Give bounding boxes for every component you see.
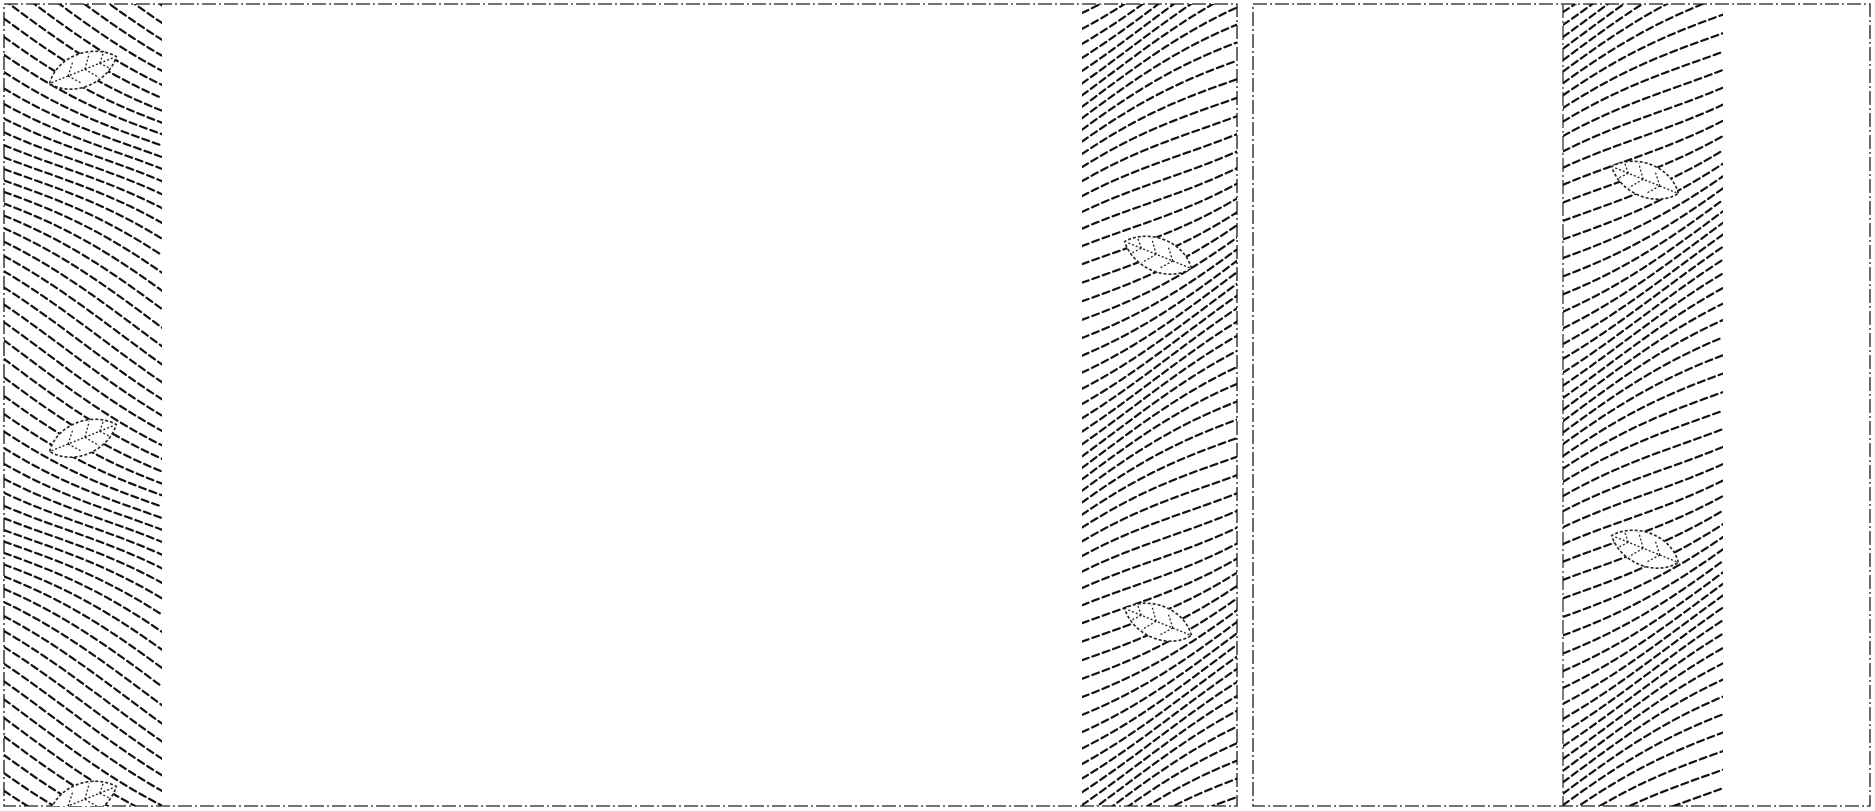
left-band-hatch-line [4, 530, 162, 598]
middle-band-hatch-line [1082, 168, 1237, 229]
left-band-hatch-line [4, 132, 162, 194]
right-band-hatch-line [1563, 88, 1723, 152]
middle-band-hatch-line [1082, 0, 1237, 44]
left-band-hatch-line [4, 204, 162, 291]
right-band-hatch-line [1563, 411, 1723, 482]
left-band-hatch-line [4, 602, 162, 705]
left-panel-band-right [1082, 0, 1237, 811]
left-band-hatch-line [4, 553, 162, 632]
right-panel-band-center-hatch [1563, 0, 1723, 811]
leaf-icon [1118, 226, 1197, 284]
left-band-hatch-line [4, 89, 162, 158]
middle-band-hatch-line [1082, 657, 1237, 764]
middle-band-hatch-line [1082, 493, 1237, 556]
left-band-hatch-line [4, 542, 162, 615]
right-band-hatch-line [1563, 52, 1723, 122]
middle-band-hatch-line [1082, 633, 1237, 732]
right-band-hatch-line [1563, 447, 1723, 511]
middle-band-hatch-line [1082, 645, 1237, 749]
right-band-hatch-line [1563, 464, 1723, 527]
left-panel-band-left-hatch [4, 0, 162, 811]
left-band-hatch-line [4, 216, 162, 310]
left-band-hatch-line [4, 0, 162, 56]
left-band-hatch-line [4, 565, 162, 650]
right-band-hatch-line [1563, 211, 1723, 311]
right-band-hatch-line [1563, 105, 1723, 168]
middle-band-hatch-line [1082, 528, 1237, 588]
right-band-hatch-line [1563, 806, 1723, 811]
middle-band-hatch-line [1082, 284, 1237, 389]
left-panel-band-left-leaves [43, 41, 122, 811]
middle-band-hatch-line [1082, 0, 1237, 13]
left-band-hatch-line [4, 169, 162, 239]
right-panel-band-center [1563, 0, 1723, 811]
left-panel-frame [4, 4, 1237, 806]
right-band-hatch-line [1563, 751, 1723, 811]
left-band-hatch-line [4, 288, 162, 400]
left-band-hatch-line [4, 576, 162, 668]
right-band-hatch-line [1563, 572, 1723, 671]
left-panel-band-right-hatch [1082, 0, 1237, 811]
left-band-hatch-line [4, 181, 162, 256]
leaf-icon [43, 409, 122, 467]
middle-band-hatch-line [1082, 98, 1237, 167]
middle-band-hatch-line [1082, 152, 1237, 212]
left-band-hatch-line [4, 589, 162, 687]
leaf-icon [1605, 520, 1684, 578]
middle-band-hatch-line [1082, 457, 1237, 528]
leaf-icon [43, 41, 122, 99]
left-band-hatch-line [4, 448, 162, 518]
middle-band-hatch-line [1082, 511, 1237, 572]
middle-band-hatch-line [1082, 134, 1237, 196]
middle-band-hatch-line [1082, 8, 1237, 107]
left-band-hatch-line [4, 647, 162, 759]
left-band-hatch-line [4, 228, 162, 328]
right-band-hatch-line [1563, 320, 1723, 421]
left-panel-band-left [4, 0, 162, 811]
left-band-hatch-line [4, 192, 162, 273]
right-panel-frame [1253, 4, 1870, 806]
right-band-hatch-line [1563, 0, 1723, 83]
